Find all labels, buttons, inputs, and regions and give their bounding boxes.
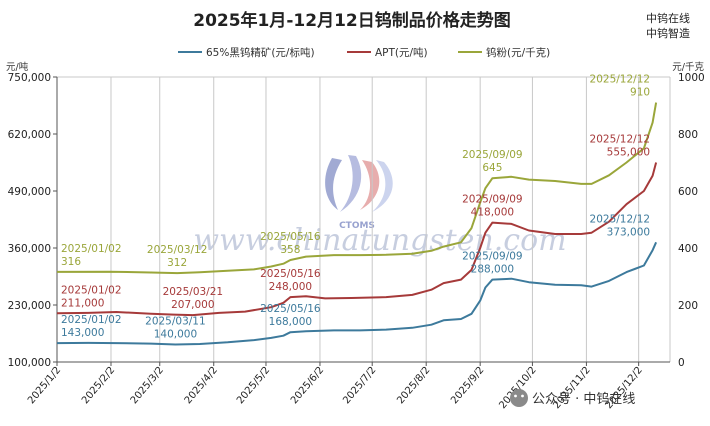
right-tick-label: 200 [678,300,698,312]
legend-label: 钨粉(元/千克) [486,46,550,59]
data-label-date: 2025/01/02 [61,284,122,296]
series-line [56,102,658,275]
chart-title: 2025年1月-12月12日钨制品价格走势图 [193,10,511,31]
watermark: CTOMS www.chinatungsten.com [193,155,567,258]
data-label-value: 418,000 [471,207,514,219]
legend: 65%黑钨精矿(元/标吨) APT(元/吨) 钨粉(元/千克) [178,46,550,59]
right-tick-label: 0 [678,357,685,369]
data-label-date: 2025/05/16 [260,268,321,280]
logo-line-1: 中钨在线 [646,11,690,25]
data-label-date: 2025/09/09 [462,194,523,206]
left-tick-label: 750,000 [8,72,51,84]
data-label-date: 2025/05/16 [260,303,321,315]
series-group [56,102,658,346]
data-label-date: 2025/09/09 [462,251,523,263]
grid [57,76,671,362]
right-tick-label: 1000 [678,72,705,84]
left-axis-unit: 元/吨 [6,61,29,73]
data-label-value: 373,000 [607,226,650,238]
watermark-logo-text: CTOMS [339,221,375,231]
data-label-value: 312 [167,257,187,269]
wechat-icon-eye-left [514,394,517,398]
data-label-value: 288,000 [471,264,514,276]
logo-line-2: 中钨智造 [646,26,690,40]
data-label-date: 2025/03/21 [163,286,224,298]
data-label-value: 211,000 [61,297,104,309]
logo-block: 中钨在线 中钨智造 [646,11,690,40]
data-label-value: 248,000 [269,281,312,293]
watermark-text: www.chinatungsten.com [193,223,566,258]
data-label-date: 2025/03/11 [145,315,206,327]
data-label-date: 2025/03/12 [147,244,208,256]
wechat-icon [510,389,528,407]
right-axis-unit: 元/千克 [672,62,704,73]
left-tick-label: 100,000 [8,357,51,369]
legend-label: 65%黑钨精矿(元/标吨) [206,46,315,59]
data-label-value: 316 [61,256,81,268]
watermark-logo-icon [325,155,393,212]
data-label-value: 143,000 [61,327,104,339]
series-line [56,241,658,346]
data-label-value: 358 [280,244,300,256]
footer-text: 公众号 · 中钨在线 [532,391,635,407]
footer: 公众号 · 中钨在线 [510,389,635,407]
data-labels: 2025/01/02143,0002025/03/11140,0002025/0… [61,74,650,341]
data-label-date: 2025/01/02 [61,314,122,326]
data-label-value: 207,000 [171,299,214,311]
left-tick-label: 360,000 [8,243,51,255]
data-label-value: 645 [482,162,502,174]
right-tick-label: 400 [678,243,698,255]
data-label-value: 140,000 [154,328,197,340]
data-label-date: 2025/12/12 [590,213,651,225]
data-label-date: 2025/12/12 [590,134,651,146]
left-tick-label: 490,000 [8,186,51,198]
data-label-date: 2025/09/09 [462,149,523,161]
left-tick-label: 230,000 [8,300,51,312]
wechat-icon-eye-right [521,394,524,398]
series-line [56,162,658,317]
data-label-value: 168,000 [269,316,312,328]
legend-label: APT(元/吨) [375,46,428,59]
right-tick-label: 800 [678,129,698,141]
left-tick-label: 620,000 [8,129,51,141]
data-label-date: 2025/05/16 [260,231,321,243]
right-tick-label: 600 [678,186,698,198]
data-label-date: 2025/12/12 [590,74,651,86]
data-label-value: 910 [630,87,650,99]
data-label-date: 2025/01/02 [61,243,122,255]
data-label-value: 555,000 [607,147,650,159]
